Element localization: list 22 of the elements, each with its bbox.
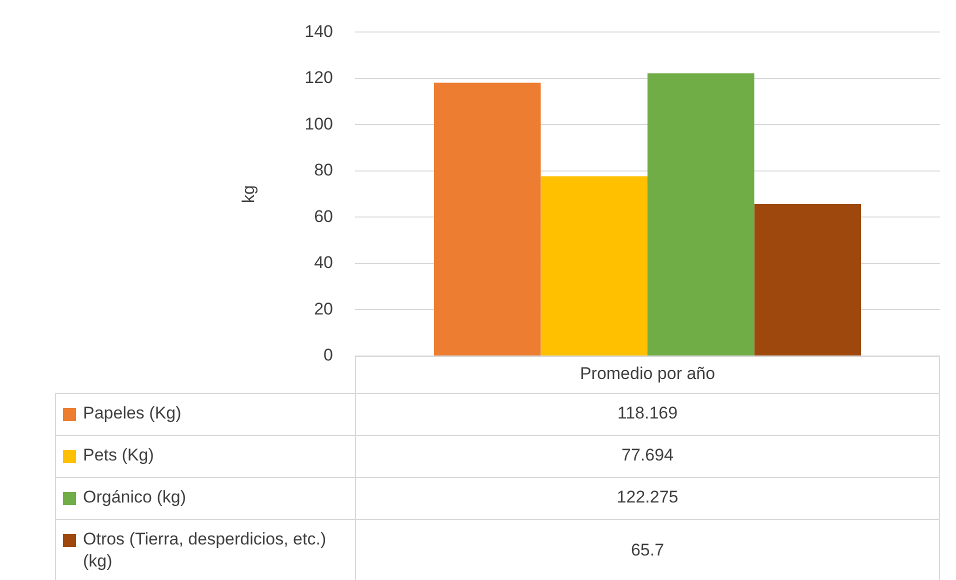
y-axis-title: kg	[238, 185, 258, 204]
y-tick-label: 140	[304, 22, 333, 41]
legend-label: Pets (Kg)	[83, 446, 154, 465]
legend-label: Orgánico (kg)	[83, 488, 186, 507]
y-tick-label: 60	[314, 206, 333, 226]
text: 118.169	[617, 404, 678, 423]
x-tick-label: Promedio por año	[580, 364, 716, 384]
text: 77.694	[622, 446, 674, 465]
bar	[754, 204, 862, 356]
y-tick-label: 120	[304, 68, 333, 88]
bar	[648, 73, 754, 356]
y-tick-label: 100	[304, 114, 333, 134]
y-tick-label: 40	[314, 253, 333, 272]
legend-label: Otros (Tierra, desperdicios, etc.) (kg)	[83, 530, 326, 571]
y-tick-label: 20	[314, 299, 333, 318]
bar	[540, 176, 648, 356]
text: 65.7	[630, 540, 664, 560]
bar	[434, 82, 541, 356]
y-tick-label: 0	[324, 346, 333, 365]
y-tick-label: 80	[314, 160, 333, 180]
text: 122.275	[616, 488, 678, 507]
legend-label: Papeles (Kg)	[83, 404, 182, 423]
